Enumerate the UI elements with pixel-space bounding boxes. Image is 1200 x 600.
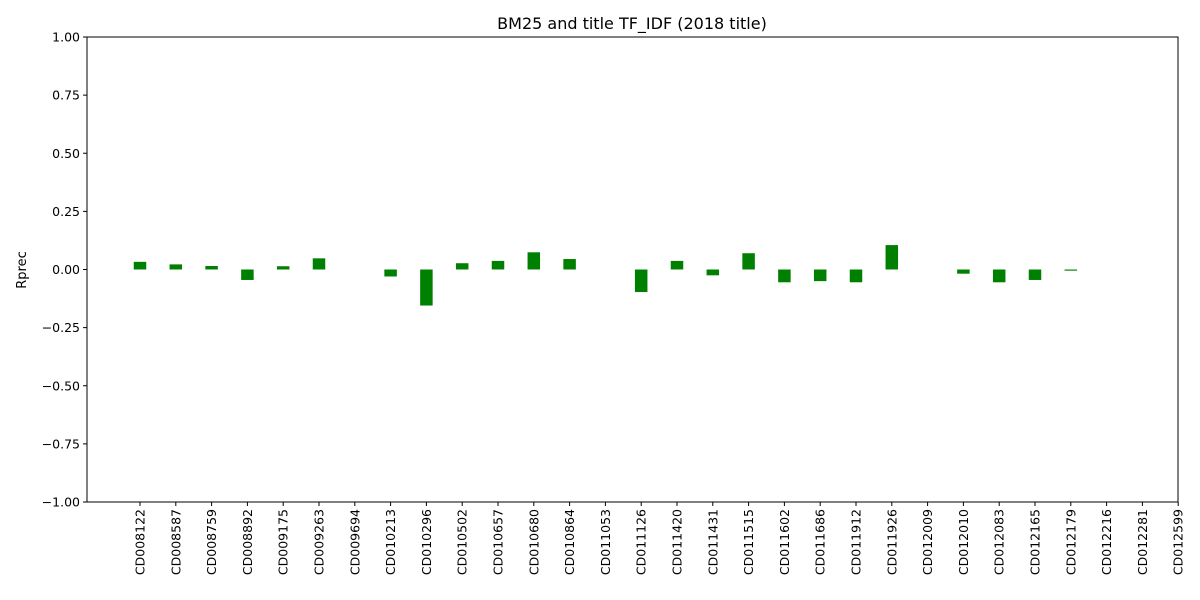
x-tick-label: CD009175 xyxy=(276,509,291,575)
y-tick-label: 0.75 xyxy=(52,88,80,103)
x-tick-label: CD011126 xyxy=(634,509,649,575)
x-tick-label: CD012281 xyxy=(1135,509,1150,575)
bar xyxy=(205,266,218,270)
x-tick-label: CD009694 xyxy=(347,509,362,575)
x-tick-label: CD010680 xyxy=(526,509,541,575)
bars-group xyxy=(133,245,1078,306)
y-axis-label: Rprec xyxy=(15,251,30,289)
bar xyxy=(384,269,397,277)
y-tick-label: −0.50 xyxy=(42,378,80,393)
x-tick-label: CD010213 xyxy=(383,509,398,575)
x-tick-label: CD012179 xyxy=(1063,509,1078,575)
chart-title: BM25 and title TF_IDF (2018 title) xyxy=(497,14,767,34)
x-tick-label: CD008587 xyxy=(168,509,183,575)
x-tick-label: CD010864 xyxy=(562,509,577,575)
bar xyxy=(420,269,433,306)
bar xyxy=(778,269,791,283)
bar xyxy=(957,269,970,274)
bar xyxy=(670,260,684,270)
x-tick-label: CD012165 xyxy=(1028,509,1043,575)
y-tick-label: −1.00 xyxy=(42,495,80,510)
x-tick-label: CD012216 xyxy=(1099,509,1114,575)
bar xyxy=(885,245,899,270)
bar xyxy=(276,266,290,270)
bar xyxy=(742,253,755,270)
bar xyxy=(169,264,183,270)
x-tick-label: CD011431 xyxy=(705,509,720,575)
x-tick-label: CD011686 xyxy=(813,509,828,575)
bar xyxy=(241,269,254,280)
x-tick-label: CD011602 xyxy=(777,509,792,575)
x-tick-label: CD011053 xyxy=(598,509,613,575)
x-tick-label: CD010657 xyxy=(491,509,506,575)
x-tick-label: CD011926 xyxy=(884,509,899,575)
plot-frame xyxy=(86,36,1179,503)
x-tick-label: CD010502 xyxy=(455,509,470,575)
bar xyxy=(813,269,827,282)
x-tick-label: CD009263 xyxy=(312,509,327,575)
x-tick-label: CD012083 xyxy=(992,509,1007,575)
x-tick-label: CD012010 xyxy=(956,509,971,575)
bar xyxy=(634,269,648,293)
x-tick-label: CD008122 xyxy=(133,509,148,575)
bar xyxy=(849,269,863,283)
x-tick-label: CD012599 xyxy=(1171,509,1186,575)
x-tick-label: CD010296 xyxy=(419,509,434,575)
bar xyxy=(992,269,1006,283)
y-tick-label: −0.75 xyxy=(42,436,80,451)
y-tick-label: 0.25 xyxy=(52,204,80,219)
bar xyxy=(706,269,720,276)
bar xyxy=(312,258,326,270)
x-axis-ticks: CD008122 CD008587 CD008759 CD008892 CD009175… xyxy=(133,502,1186,575)
x-tick-label: CD011515 xyxy=(741,509,756,575)
x-tick-label: CD012009 xyxy=(920,509,935,575)
y-tick-label: −0.25 xyxy=(42,320,80,335)
x-tick-label: CD008759 xyxy=(204,509,219,575)
x-tick-label: CD008892 xyxy=(240,509,255,575)
y-tick-label: 0.00 xyxy=(52,262,80,277)
bar xyxy=(1028,269,1042,280)
bar xyxy=(527,252,541,270)
bar xyxy=(455,263,469,270)
y-axis-ticks: 1.00 0.75 0.50 0.25 0.00 −0.25 −0.50 −0.75 −1.00 xyxy=(42,30,87,510)
bar xyxy=(563,259,576,270)
bar xyxy=(1064,269,1078,271)
y-tick-label: 0.50 xyxy=(52,146,80,161)
x-tick-label: CD011912 xyxy=(849,509,864,575)
y-tick-label: 1.00 xyxy=(52,30,80,45)
x-tick-label: CD011420 xyxy=(670,509,685,575)
bar xyxy=(133,261,147,270)
bar xyxy=(491,260,505,270)
